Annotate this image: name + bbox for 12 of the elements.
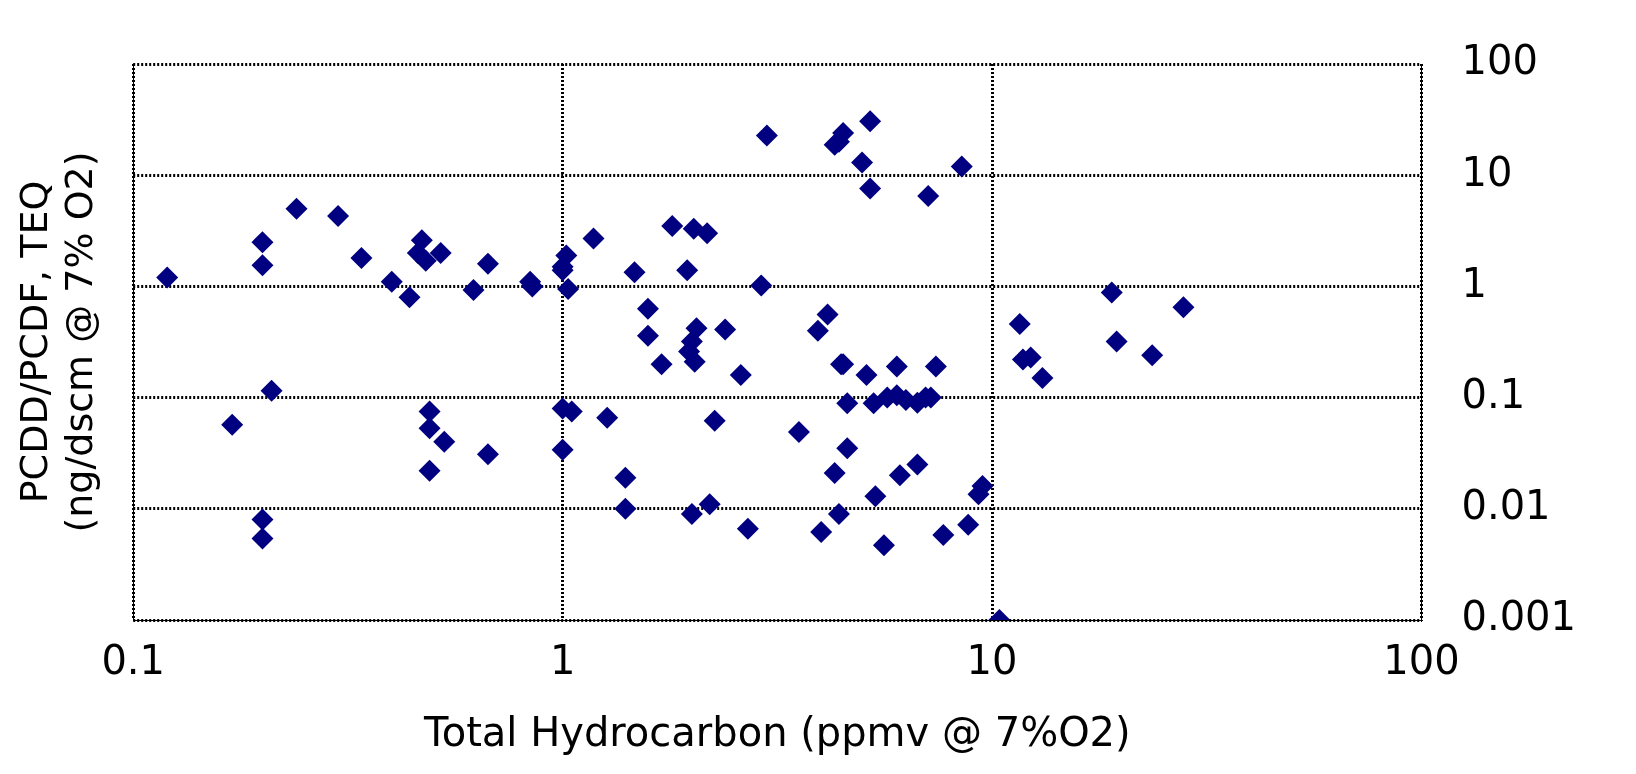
y-tick-label: 0.1 xyxy=(1461,370,1526,417)
y-axis-title: PCDD/PCDF, TEQ (ng/dscm @ 7% O2) xyxy=(11,151,102,533)
x-tick-label: 1 xyxy=(549,637,576,684)
y-tick-label: 1 xyxy=(1461,259,1487,306)
y-tick-label: 10 xyxy=(1461,148,1513,195)
y-tick-label: 100 xyxy=(1461,37,1538,84)
x-tick-label: 10 xyxy=(966,637,1018,684)
y-tick-label: 0.01 xyxy=(1461,482,1551,529)
y-tick-label: 0.001 xyxy=(1461,593,1576,640)
x-tick-label: 100 xyxy=(1383,637,1460,684)
x-axis-title: Total Hydrocarbon (ppmv @ 7%O2) xyxy=(423,709,1131,756)
x-tick-label: 0.1 xyxy=(101,637,166,684)
